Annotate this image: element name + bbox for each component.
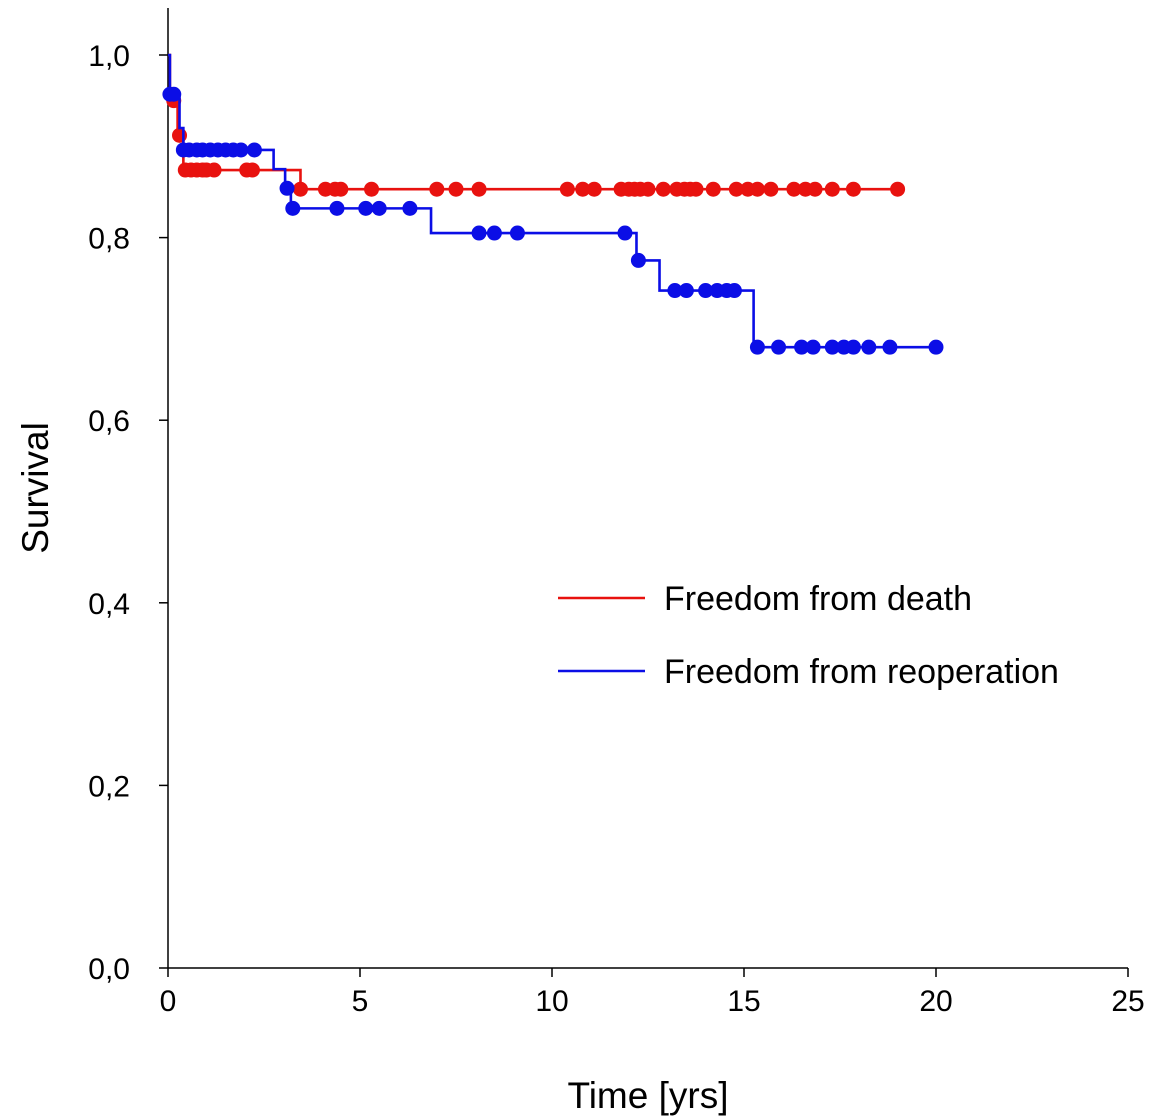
censor-marker [655,181,671,197]
censor-marker [166,86,182,102]
y-tick-label: 1,0 [88,40,130,73]
x-axis-title: Time [yrs] [567,1075,728,1116]
censor-marker [861,339,877,355]
censor-marker [667,283,683,299]
ticks: 0 5 10 15 20 25 0,0 0,2 0,4 0,6 0,8 1,0 [88,40,1144,1018]
legend-entry: Freedom from reoperation [664,653,1059,691]
series-2 [162,53,944,355]
series-line [168,53,936,349]
censor-marker [233,142,249,158]
legend-entry: Freedom from death [664,580,972,618]
censor-marker [845,181,861,197]
censor-marker [586,181,602,197]
censor-marker [575,181,591,197]
censor-marker [486,225,502,241]
censor-marker [206,162,222,178]
censor-marker [824,339,840,355]
y-tick-label: 0,8 [88,223,130,256]
x-tick-label: 0 [160,985,177,1018]
x-tick-label: 10 [535,985,568,1018]
x-tick-label: 15 [727,985,760,1018]
censor-marker [749,339,765,355]
censor-marker [358,200,374,216]
censor-marker [805,339,821,355]
censor-marker [845,339,861,355]
y-tick-label: 0,0 [88,953,130,986]
series-1 [166,53,906,197]
censor-marker [246,142,262,158]
censor-marker [630,252,646,268]
y-tick-label: 0,4 [88,588,130,621]
censor-marker [928,339,944,355]
x-tick-label: 25 [1111,985,1144,1018]
censor-marker [749,181,765,197]
censor-marker [763,181,779,197]
censor-marker [794,339,810,355]
censor-marker [705,181,721,197]
y-tick-label: 0,2 [88,770,130,803]
censor-marker [509,225,525,241]
x-tick-label: 20 [919,985,952,1018]
censor-marker [726,283,742,299]
censor-marker [640,181,656,197]
x-tick-label: 5 [352,985,369,1018]
censor-marker [559,181,575,197]
censor-marker [364,181,380,197]
censor-marker [402,200,418,216]
axes [167,8,1128,969]
censor-marker [698,283,714,299]
censor-marker [371,200,387,216]
censor-marker [329,200,345,216]
censor-marker [448,181,464,197]
censor-marker [292,181,308,197]
censor-marker [728,181,744,197]
censor-marker [807,181,823,197]
censor-marker [429,181,445,197]
series-layer [162,53,944,355]
censor-marker [471,181,487,197]
censor-marker [279,180,295,196]
legend: Freedom from death Freedom from reoperati… [558,580,1059,691]
censor-marker [617,225,633,241]
censor-marker [824,181,840,197]
censor-marker [244,162,260,178]
censor-marker [786,181,802,197]
censor-marker [471,225,487,241]
y-tick-label: 0,6 [88,405,130,438]
censor-marker [890,181,906,197]
censor-marker [882,339,898,355]
censor-marker [285,200,301,216]
censor-marker [333,181,349,197]
censor-marker [771,339,787,355]
censor-marker [688,181,704,197]
censor-marker [172,127,188,143]
y-axis-title: Survival [15,422,56,554]
censor-marker [678,283,694,299]
